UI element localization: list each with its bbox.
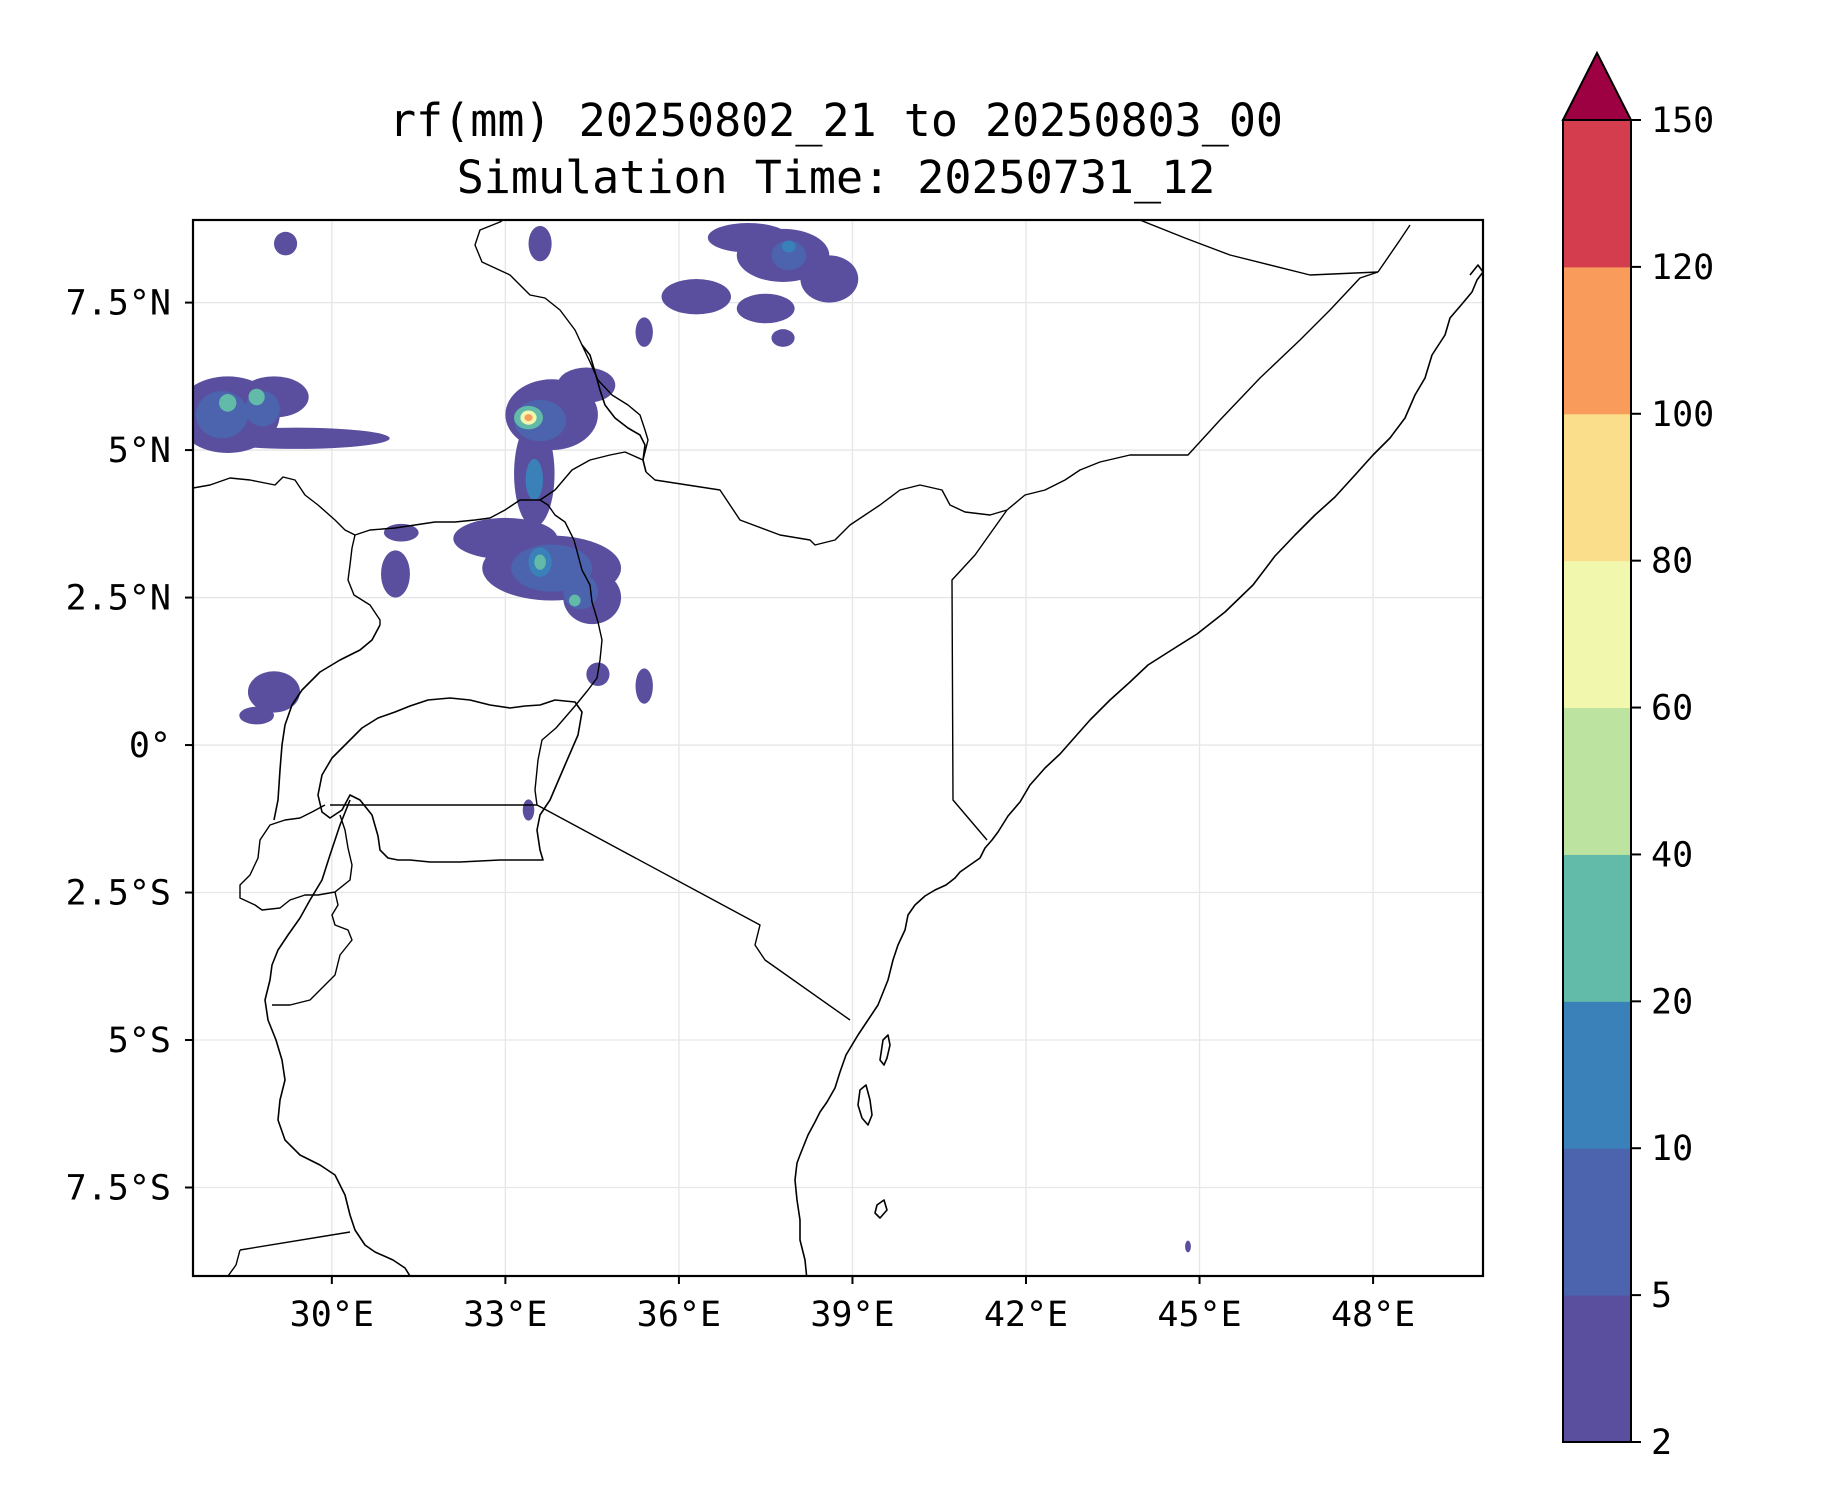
- colorbar-band: [1563, 413, 1631, 562]
- rain-area: [771, 329, 795, 347]
- rain-area: [273, 231, 298, 256]
- border-south-sudan-uganda: [354, 489, 556, 536]
- rain-area: [248, 388, 265, 406]
- colorbar-label: 100: [1651, 395, 1714, 435]
- land-outlines: [264, 264, 1483, 1276]
- border-south-sudan-east: [474, 220, 649, 461]
- border-burundi-tanzania: [272, 891, 353, 1006]
- lake-victoria: [317, 697, 583, 863]
- map-area: [191, 218, 1485, 1278]
- border-ethiopia-somaliland-north: [1139, 220, 1379, 276]
- map-background: [193, 220, 1483, 1276]
- rain-area: [771, 240, 807, 271]
- colorbar-label: 60: [1651, 689, 1693, 729]
- border-south-sudan-ethiopia: [554, 451, 644, 491]
- gridlines: [193, 220, 1483, 1276]
- rain-area: [219, 394, 237, 412]
- border-ethiopia-somalia: [1006, 271, 1379, 511]
- colorbar-extend-arrow: [1561, 50, 1633, 121]
- border-malawi-south: [227, 1249, 241, 1276]
- rain-area: [569, 594, 581, 607]
- rain-area: [239, 706, 274, 725]
- colorbar-label: 10: [1651, 1129, 1693, 1169]
- rain-area: [736, 293, 795, 324]
- y-tick-label: 5°S: [108, 1021, 171, 1061]
- rain-area: [707, 222, 789, 253]
- rain-area: [534, 554, 546, 570]
- colorbar-label: 80: [1651, 542, 1693, 582]
- border-zambia-tanzania: [239, 1231, 351, 1251]
- y-axis: 7.5°N 5°N 2.5°N 0° 2.5°S 5°S 7.5°S: [66, 284, 193, 1209]
- y-tick-label: 7.5°S: [66, 1169, 171, 1209]
- y-tick-label: 7.5°N: [66, 284, 171, 324]
- x-tick-label: 39°E: [810, 1295, 894, 1335]
- x-tick-label: 48°E: [1331, 1295, 1415, 1335]
- rain-area: [247, 671, 301, 713]
- y-tick-label: 0°: [129, 726, 171, 766]
- island-pemba: [879, 1034, 891, 1066]
- rain-area: [524, 414, 533, 422]
- rain-area: [557, 367, 616, 403]
- border-uganda-kenya: [534, 499, 603, 806]
- y-tick-label: 5°N: [108, 431, 171, 471]
- colorbar-band: [1563, 1295, 1631, 1443]
- rain-area: [661, 278, 731, 315]
- colorbar-band: [1563, 854, 1631, 1002]
- rain-area: [204, 427, 390, 449]
- map-title-line2: Simulation Time: 20250731_12: [457, 151, 1216, 204]
- colorbar-label: 40: [1651, 835, 1693, 875]
- rain-area: [635, 317, 653, 347]
- map-frame: [191, 218, 1485, 1278]
- island-mafia: [874, 1199, 888, 1219]
- rain-area: [528, 225, 552, 262]
- coastline-horn: [1469, 264, 1483, 276]
- x-tick-label: 36°E: [637, 1295, 721, 1335]
- rift-lake-west: [264, 799, 411, 1276]
- colorbar-label: 5: [1651, 1276, 1672, 1316]
- border-ethiopia-kenya: [645, 471, 1008, 546]
- rain-area: [381, 550, 410, 598]
- x-tick-label: 30°E: [290, 1295, 374, 1335]
- border-kenya-tanzania: [536, 804, 851, 1021]
- rain-area: [800, 255, 859, 303]
- border-drc-uganda: [347, 534, 381, 625]
- x-tick-label: 33°E: [463, 1295, 547, 1335]
- colorbar-frame: [1562, 119, 1632, 1443]
- x-tick-label: 42°E: [984, 1295, 1068, 1335]
- map-title-line1: rf(mm) 20250802_21 to 20250803_00: [389, 94, 1283, 147]
- island-zanzibar: [857, 1084, 873, 1126]
- rain-area: [522, 799, 535, 821]
- rain-area: [1185, 1240, 1191, 1253]
- y-tick-label: 2.5°N: [66, 579, 171, 619]
- lake-turkana: [581, 344, 647, 473]
- colorbar-band: [1563, 1148, 1631, 1296]
- colorbar-label: 20: [1651, 982, 1693, 1022]
- colorbar-band: [1563, 1001, 1631, 1149]
- colorbar-band: [1563, 707, 1631, 855]
- border-kenya-somalia: [951, 509, 1008, 841]
- rain-area: [525, 458, 543, 501]
- country-borders: [193, 220, 1411, 1276]
- coastline-east-africa: [794, 271, 1483, 1276]
- lake-albert: [273, 624, 381, 821]
- rain-area: [781, 240, 796, 253]
- y-tick-label: 2.5°S: [66, 874, 171, 914]
- colorbar-label: 150: [1651, 101, 1714, 141]
- x-axis: 30°E 33°E 36°E 39°E 42°E 45°E 48°E: [290, 1276, 1415, 1335]
- colorbar-label: 120: [1651, 248, 1714, 288]
- colorbar-band: [1563, 266, 1631, 415]
- colorbar-band: [1563, 120, 1631, 268]
- colorbar: 2 5 10 20 40 60 80 100 120 150: [1561, 50, 1714, 1463]
- colorbar-band: [1563, 560, 1631, 709]
- border-rwanda-burundi: [239, 804, 353, 911]
- border-somaliland: [1377, 224, 1411, 273]
- x-tick-label: 45°E: [1157, 1295, 1241, 1335]
- colorbar-label: 2: [1651, 1423, 1672, 1463]
- border-drc-south-sudan: [193, 476, 356, 536]
- rain-area: [635, 668, 653, 704]
